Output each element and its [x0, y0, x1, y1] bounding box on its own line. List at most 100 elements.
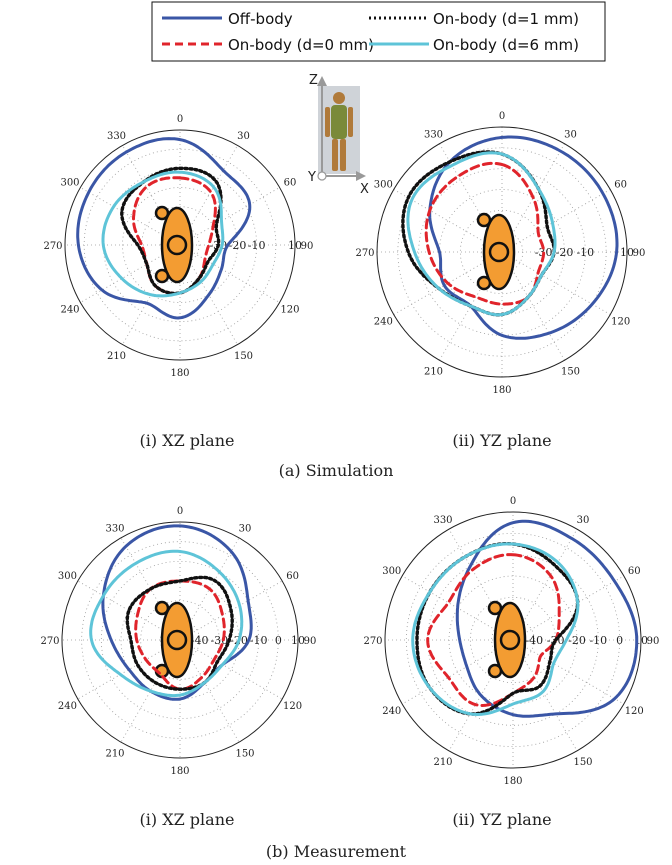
grid-spoke — [401, 639, 514, 705]
angle-label: 270 — [40, 636, 59, 647]
caption-measurement: (b) Measurement — [266, 842, 407, 861]
ring-label: -20 — [556, 246, 574, 259]
inset-left-leg — [332, 139, 338, 171]
angle-label: 270 — [43, 241, 62, 252]
angle-label: 330 — [107, 131, 126, 142]
caption-simulation: (a) Simulation — [279, 461, 394, 480]
grid-spoke — [512, 639, 578, 752]
angle-label: 240 — [374, 317, 393, 328]
grid-spoke — [179, 244, 280, 303]
outer-circle — [384, 511, 642, 769]
legend-label-d6: On-body (d=6 mm) — [433, 36, 579, 54]
y-axis-label: Y — [307, 170, 316, 185]
angle-label: 180 — [170, 368, 189, 379]
angle-label: 0 — [177, 506, 183, 517]
antenna-marker-top — [154, 205, 170, 221]
ring-label: 0 — [275, 634, 282, 647]
angle-label: 300 — [374, 180, 393, 191]
antenna-marker-bottom — [487, 663, 503, 679]
antenna-marker-top — [154, 600, 170, 616]
angle-label: 180 — [492, 385, 511, 396]
angle-label: 120 — [280, 305, 299, 316]
series-line-on-body-d-0-mm — [426, 553, 561, 707]
grid-ring — [83, 148, 277, 342]
grid-ring — [491, 618, 535, 662]
body-core-circle — [499, 629, 521, 651]
grid-ring — [140, 600, 220, 680]
angle-label: 270 — [363, 636, 382, 647]
grid-ring — [405, 532, 621, 748]
series-line-on-body-d-6-mm — [406, 151, 557, 317]
antenna-marker-top — [487, 600, 503, 616]
legend-label-d0: On-body (d=0 mm) — [228, 36, 374, 54]
angle-label: 30 — [239, 523, 252, 534]
series-line-on-body-d-0-mm — [424, 161, 546, 306]
ring-label: -10 — [589, 634, 607, 647]
grid-ring — [122, 187, 238, 303]
angle-label: 150 — [561, 367, 580, 378]
outer-circle — [61, 521, 299, 759]
angle-label: 0 — [499, 111, 505, 122]
grid-ring — [100, 560, 260, 720]
ring-label: -20 — [568, 634, 586, 647]
angle-label: 90 — [647, 636, 660, 647]
caption-meas-yz: (ii) YZ plane — [452, 810, 551, 829]
series-line-on-body-d-6-mm — [101, 170, 225, 298]
angle-label: 300 — [60, 178, 79, 189]
angle-label: 330 — [424, 129, 443, 140]
ring-label: -40 — [191, 634, 209, 647]
angle-label: 240 — [58, 701, 77, 712]
grid-spoke — [512, 639, 625, 705]
ring-label: 10 — [620, 246, 634, 259]
grid-ring — [427, 554, 599, 726]
series-line-on-body-d-6-mm — [89, 549, 244, 698]
angle-label: 180 — [503, 776, 522, 787]
outer-circle — [376, 126, 628, 378]
angle-label: 90 — [301, 241, 314, 252]
angle-label: 330 — [433, 515, 452, 526]
ring-label: -10 — [248, 239, 266, 252]
inset-left-arm — [325, 107, 330, 137]
angle-label: 60 — [628, 566, 641, 577]
z-axis-arrow — [317, 76, 327, 86]
angle-label: 210 — [107, 351, 126, 362]
angle-label: 60 — [284, 178, 297, 189]
grid-spoke — [501, 189, 611, 253]
angle-label: 150 — [235, 749, 254, 760]
legend-label-d1: On-body (d=1 mm) — [433, 10, 579, 28]
angle-label: 210 — [433, 757, 452, 768]
caption-sim-xz: (i) XZ plane — [140, 431, 235, 450]
y-axis-marker — [317, 171, 327, 181]
body-core-circle — [166, 629, 188, 651]
angle-label: 60 — [286, 571, 299, 582]
angle-label: 0 — [510, 496, 516, 507]
series-line-on-body-d-1-mm — [125, 575, 234, 691]
angle-label: 180 — [170, 766, 189, 777]
grid-ring — [418, 168, 586, 336]
ring-label: -10 — [250, 634, 268, 647]
inset-torso — [331, 105, 347, 139]
series-line-off-body — [76, 137, 252, 320]
angle-label: 150 — [234, 351, 253, 362]
angle-label: 120 — [625, 706, 644, 717]
grid-ring — [160, 225, 200, 265]
antenna-marker-top — [476, 212, 492, 228]
angle-label: 210 — [424, 367, 443, 378]
outer-circle — [64, 129, 296, 361]
z-axis-label: Z — [309, 73, 318, 88]
angle-label: 60 — [614, 180, 627, 191]
ring-label: 10 — [291, 634, 305, 647]
inset-right-arm — [348, 107, 353, 137]
angle-label: 30 — [564, 129, 577, 140]
grid-ring — [81, 541, 279, 739]
ring-label: 0 — [616, 634, 623, 647]
grid-spoke — [179, 187, 280, 246]
series-line-off-body — [455, 519, 639, 718]
ring-label: 10 — [288, 239, 302, 252]
inset-right-leg — [340, 139, 346, 171]
antenna-marker-bottom — [476, 275, 492, 291]
